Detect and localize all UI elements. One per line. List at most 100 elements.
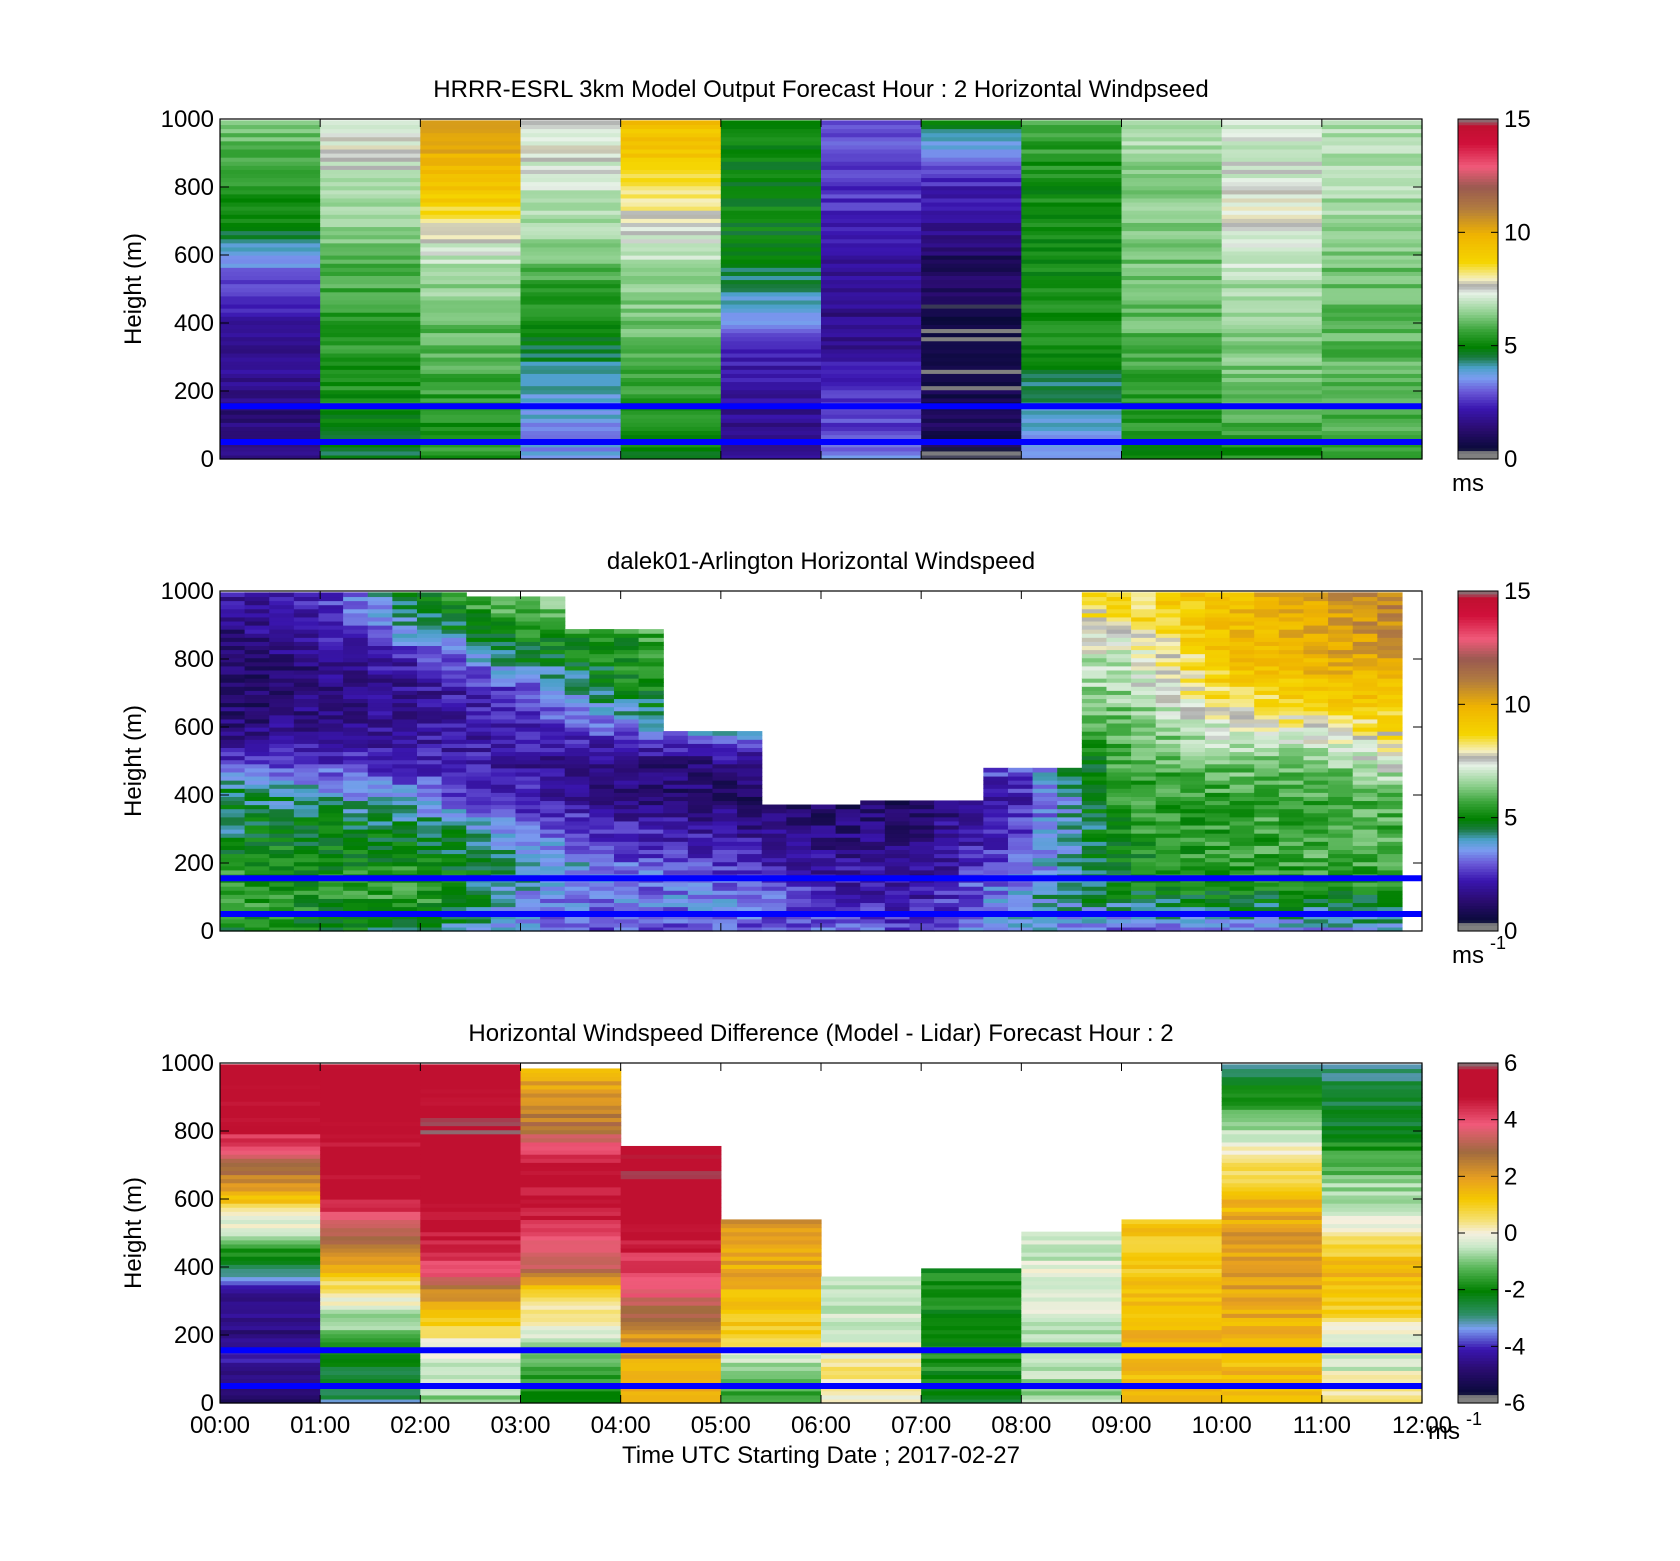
heatmap-cell [515,865,541,871]
heatmap-cell [1303,857,1329,863]
heatmap-cell [490,796,517,802]
heatmap-cell [589,637,615,642]
heatmap-cell [392,886,418,891]
heatmap-cell [958,820,984,826]
heatmap-cell [320,193,421,199]
heatmap-cell [589,698,615,704]
heatmap-cell [589,865,615,871]
heatmap-cell [1321,303,1423,309]
heatmap-cell [821,153,922,158]
heatmap-cell [860,820,886,826]
heatmap-cell [1229,743,1255,748]
heatmap-cell [1377,755,1403,761]
heatmap-cell [220,369,321,374]
heatmap-cell [520,1219,622,1225]
heatmap-cell [392,710,418,716]
heatmap-cell [540,800,566,806]
colorbar-step [1458,843,1498,847]
heatmap-cell [737,926,763,932]
heatmap-cell [367,906,393,912]
heatmap-cell [416,857,443,863]
heatmap-cell [1180,820,1206,826]
heatmap-cell [934,849,960,855]
heatmap-cell [737,853,763,859]
heatmap-cell [420,316,522,321]
heatmap-cell [921,312,1022,317]
heatmap-cell [1321,328,1423,334]
heatmap-cell [1221,250,1323,256]
heatmap-cell [420,1113,522,1118]
heatmap-cell [1352,914,1378,920]
heatmap-cell [638,812,664,818]
heatmap-cell [1229,641,1255,646]
y-tick-label: 200 [174,850,214,877]
heatmap-cell [466,804,492,810]
heatmap-cell [220,197,321,203]
heatmap-cell [620,1154,722,1159]
heatmap-cell [983,914,1009,920]
heatmap-cell [520,218,622,223]
heatmap-cell [220,1260,321,1265]
heatmap-cell [1321,320,1423,325]
heatmap-cell [220,397,321,403]
heatmap-cell [1155,673,1181,679]
heatmap-cell [1321,426,1423,432]
colorbar-step [1458,442,1498,446]
heatmap-cell [220,1072,321,1078]
heatmap-cell [1303,771,1329,777]
heatmap-cell [1155,788,1181,793]
heatmap-cell [1229,812,1255,818]
heatmap-cell [620,446,722,452]
heatmap-cell [490,906,517,912]
heatmap-cell [466,771,492,777]
heatmap-cell [1254,665,1280,671]
heatmap-cell [343,788,369,793]
heatmap-cell [1321,271,1423,276]
heatmap-cell [720,246,822,252]
heatmap-cell [1254,771,1280,777]
heatmap-cell [712,918,738,924]
heatmap-cell [1081,682,1108,687]
heatmap-cell [269,739,295,744]
heatmap-cell [620,1186,722,1192]
heatmap-cell [1121,344,1223,350]
heatmap-cell [1321,324,1423,330]
heatmap-cell [320,1260,421,1265]
heatmap-cell [320,1325,421,1331]
heatmap-cell [320,1101,421,1106]
heatmap-cell [244,788,270,793]
heatmap-cell [520,369,622,374]
heatmap-cell [220,210,321,215]
heatmap-cell [638,739,664,744]
heatmap-cell [1021,418,1123,423]
heatmap-cell [1180,710,1206,716]
heatmap-cell [520,1264,622,1269]
heatmap-cell [712,763,738,769]
heatmap-cell [269,869,295,875]
heatmap-cell [318,625,344,630]
heatmap-cell [983,808,1009,814]
heatmap-cell [441,600,467,606]
heatmap-cell [1352,645,1378,651]
heatmap-cell [663,735,689,740]
heatmap-cell [416,743,443,748]
heatmap-cell [269,918,295,924]
heatmap-cell [1021,446,1123,452]
heatmap-cell [416,914,443,920]
colorbar-step [1458,243,1498,248]
heatmap-cell [1278,686,1305,691]
heatmap-cell [441,890,467,895]
heatmap-cell [687,882,714,887]
heatmap-cell [1278,890,1305,895]
heatmap-cell [835,886,861,891]
heatmap-cell [367,604,393,610]
heatmap-cell [821,426,922,432]
heatmap-cell [520,1243,622,1249]
heatmap-cell [343,694,369,700]
heatmap-cell [1155,894,1181,899]
heatmap-cell [1278,886,1305,891]
heatmap-cell [441,633,467,638]
colorbar-step [1458,656,1498,660]
heatmap-cell [1204,890,1231,895]
heatmap-cell [244,771,270,777]
